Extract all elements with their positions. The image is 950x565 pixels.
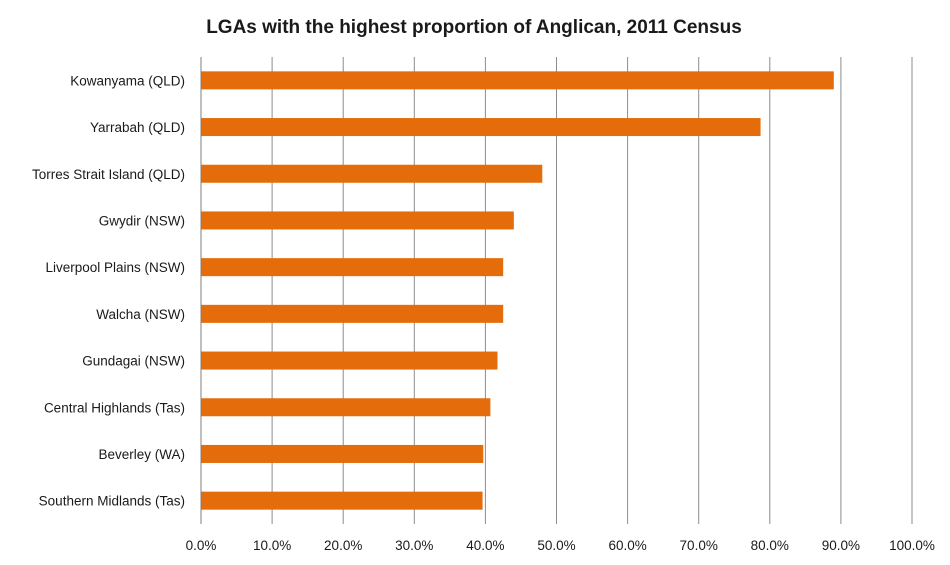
- category-label: Gundagai (NSW): [82, 354, 185, 369]
- x-tick-label: 100.0%: [889, 538, 935, 553]
- x-tick-label: 90.0%: [822, 538, 860, 553]
- x-tick-label: 30.0%: [395, 538, 433, 553]
- category-label: Southern Midlands (Tas): [39, 494, 185, 509]
- bar: [201, 258, 504, 277]
- x-tick-label: 60.0%: [608, 538, 646, 553]
- category-label: Yarrabah (QLD): [90, 120, 185, 135]
- x-tick-label: 70.0%: [680, 538, 718, 553]
- bar: [201, 351, 498, 370]
- bar: [201, 444, 484, 463]
- x-axis-tick-labels: 0.0% 10.0% 20.0% 30.0% 40.0% 50.0% 60.0% 70.0% 8…: [186, 538, 935, 553]
- x-tick-label: 0.0%: [186, 538, 217, 553]
- category-label: Walcha (NSW): [96, 307, 185, 322]
- category-label: Kowanyama (QLD): [70, 73, 185, 88]
- bar: [201, 304, 504, 323]
- bar: [201, 164, 543, 183]
- x-tick-label: 20.0%: [324, 538, 362, 553]
- category-label: Torres Strait Island (QLD): [32, 167, 185, 182]
- bars: [201, 71, 834, 510]
- bar: [201, 491, 483, 510]
- bar: [201, 211, 514, 230]
- category-label: Central Highlands (Tas): [44, 400, 185, 415]
- bar: [201, 398, 491, 417]
- x-tick-label: 80.0%: [751, 538, 789, 553]
- x-tick-label: 40.0%: [466, 538, 504, 553]
- x-tick-label: 50.0%: [537, 538, 575, 553]
- x-tick-label: 10.0%: [253, 538, 291, 553]
- category-labels: Kowanyama (QLD) Yarrabah (QLD) Torres Stra…: [32, 73, 185, 508]
- category-label: Liverpool Plains (NSW): [45, 260, 185, 275]
- category-label: Gwydir (NSW): [99, 213, 185, 228]
- category-label: Beverley (WA): [98, 447, 185, 462]
- chart-title: LGAs with the highest proportion of Angl…: [206, 17, 742, 38]
- bar: [201, 71, 834, 90]
- bar: [201, 118, 761, 137]
